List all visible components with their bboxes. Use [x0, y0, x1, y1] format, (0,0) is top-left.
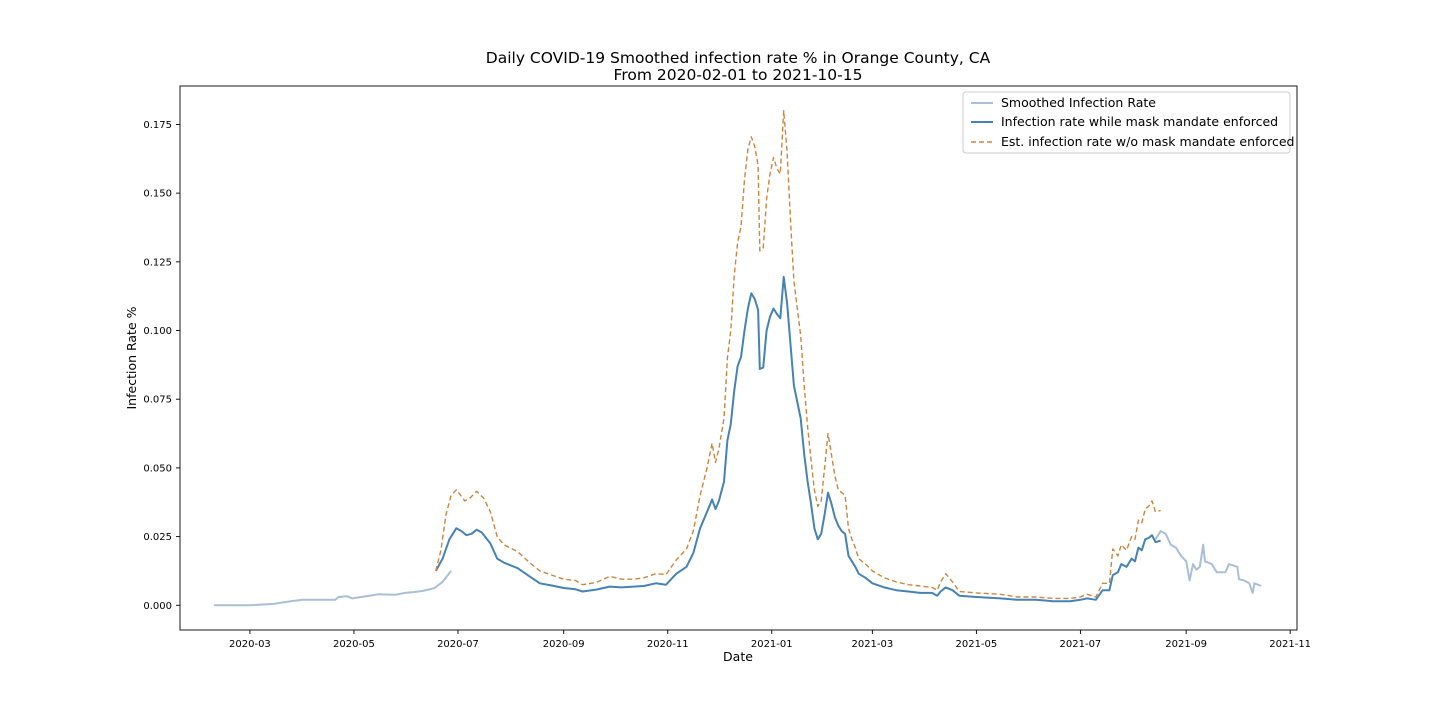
- legend-box: [962, 91, 1291, 154]
- x-tick-label: 2020-03: [229, 639, 271, 650]
- x-tick-label: 2021-01: [751, 639, 793, 650]
- y-tick-label: 0.100: [143, 326, 172, 337]
- series-line-smoothed: [1154, 530, 1262, 594]
- series-layer: [214, 110, 1262, 607]
- chart-title: Daily COVID-19 Smoothed infection rate %…: [486, 49, 991, 67]
- y-tick-label: 0.025: [143, 532, 172, 543]
- x-tick-label: 2021-11: [1269, 639, 1311, 650]
- y-tick-label: 0.075: [143, 395, 172, 406]
- x-axis-label: Date: [723, 649, 753, 664]
- x-tick-label: 2020-11: [647, 639, 689, 650]
- chart-subtitle: From 2020-02-01 to 2021-10-15: [614, 66, 863, 84]
- y-tick-label: 0.050: [143, 463, 172, 474]
- x-tick-label: 2021-03: [851, 639, 893, 650]
- legend-label-smoothed: Smoothed Infection Rate: [1001, 95, 1156, 110]
- y-tick-label: 0.175: [143, 120, 172, 131]
- axes-layer: 2020-03 2020-05 2020-07 2020-09 2020-11 2021-…: [143, 120, 1311, 650]
- y-tick-label: 0.125: [143, 257, 172, 268]
- plot-frame: [179, 85, 1298, 631]
- x-tick-label: 2021-05: [955, 639, 997, 650]
- x-tick-label: 2021-07: [1060, 639, 1102, 650]
- x-tick-label: 2020-05: [333, 639, 375, 650]
- x-tick-label: 2021-09: [1165, 639, 1207, 650]
- legend: Smoothed Infection Rate Infection rate w…: [962, 91, 1294, 154]
- y-tick-label: 0.000: [143, 601, 172, 612]
- x-tick-label: 2020-07: [437, 639, 479, 650]
- series-line-no-mandate: [435, 110, 1161, 600]
- series-line-smoothed: [214, 570, 452, 607]
- legend-label-no-mandate: Est. infection rate w/o mask mandate enf…: [1001, 134, 1294, 149]
- y-tick-label: 0.150: [143, 189, 172, 200]
- y-axis-label: Infection Rate %: [124, 306, 139, 409]
- legend-label-mandate: Infection rate while mask mandate enforc…: [1001, 114, 1278, 129]
- x-tick-label: 2020-09: [543, 639, 585, 650]
- series-line-mandate: [434, 275, 1161, 603]
